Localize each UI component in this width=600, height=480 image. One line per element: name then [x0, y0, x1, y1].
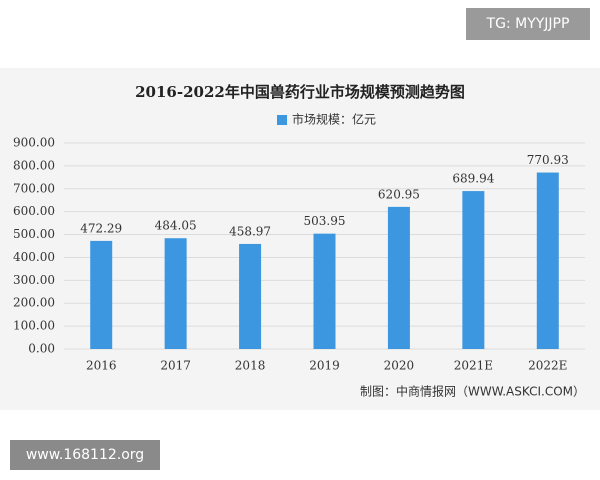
y-tick-label: 600.00: [13, 204, 55, 218]
data-label: 770.93: [527, 153, 569, 167]
tag-box: [466, 8, 590, 40]
y-tick-label: 100.00: [13, 319, 55, 333]
x-tick-label: 2018: [235, 359, 266, 373]
legend-swatch: [277, 115, 287, 125]
chart-panel: [0, 68, 600, 410]
bar: [462, 191, 485, 349]
y-tick-label: 700.00: [13, 181, 55, 195]
bar: [164, 238, 187, 349]
y-tick-label: 500.00: [13, 227, 55, 241]
data-label: 484.05: [155, 219, 197, 233]
source-note: 制图：中商情报网（WWW.ASKCI.COM）: [360, 384, 585, 399]
data-label: 689.94: [452, 172, 494, 186]
y-tick-label: 400.00: [13, 250, 55, 264]
bar: [239, 243, 262, 349]
data-label: 503.95: [304, 214, 346, 228]
x-tick-label: 2022E: [528, 359, 567, 373]
site-box: [10, 440, 160, 470]
legend-label: 市场规模：亿元: [292, 112, 376, 127]
y-tick-label: 300.00: [13, 273, 55, 287]
bar: [536, 172, 559, 349]
y-tick-label: 200.00: [13, 296, 55, 310]
y-tick-label: 800.00: [13, 158, 55, 172]
site-text: www.168112.org: [26, 447, 144, 463]
bar: [387, 206, 410, 349]
chart-title: 2016-2022年中国兽药行业市场规模预测趋势图: [135, 83, 465, 101]
y-tick-label: 900.00: [13, 136, 55, 150]
data-label: 458.97: [229, 224, 271, 238]
x-tick-label: 2017: [160, 359, 191, 373]
y-tick-label: 0.00: [28, 342, 55, 356]
x-tick-label: 2019: [309, 359, 340, 373]
x-tick-label: 2020: [384, 359, 415, 373]
x-tick-label: 2021E: [454, 359, 493, 373]
tag-text: TG: MYYJJPP: [486, 16, 570, 32]
data-label: 620.95: [378, 187, 420, 201]
bar: [313, 233, 336, 349]
x-tick-label: 2016: [86, 359, 117, 373]
bar: [90, 240, 113, 349]
data-label: 472.29: [80, 221, 122, 235]
